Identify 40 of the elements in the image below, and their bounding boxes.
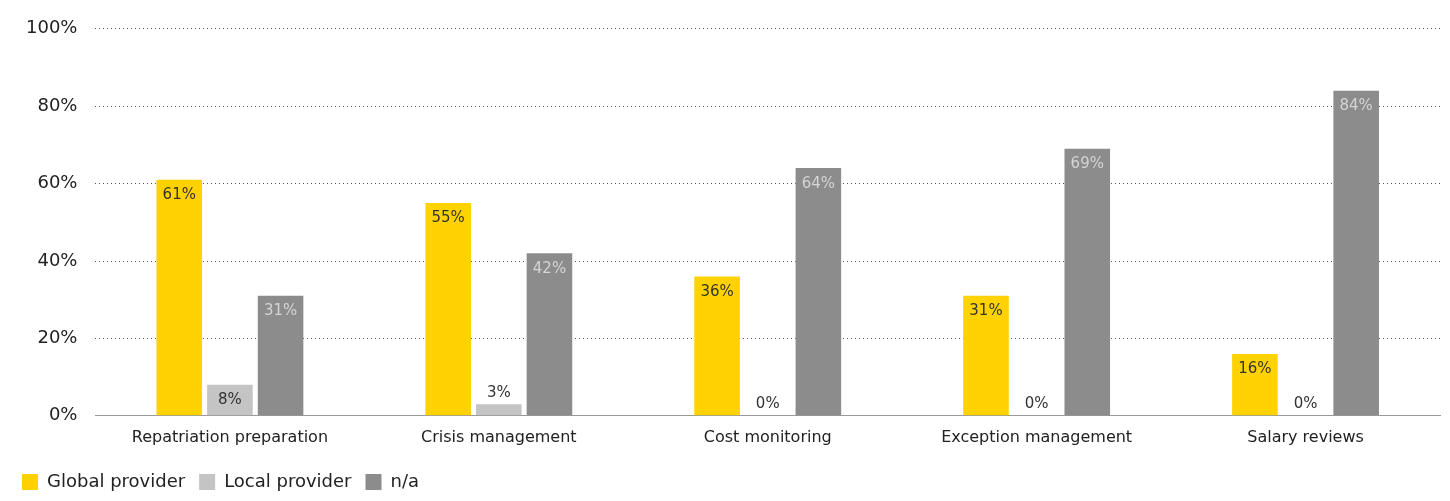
x-tick-label: Repatriation preparation <box>131 426 329 446</box>
data-label: 84% <box>1339 96 1373 115</box>
y-tick-label: 60% <box>37 171 78 193</box>
y-tick-label: 0% <box>48 403 78 425</box>
x-tick-label: Crisis management <box>421 426 577 446</box>
bar <box>156 179 203 416</box>
data-label: 61% <box>162 185 196 204</box>
data-label: 3% <box>486 382 511 401</box>
bar <box>425 202 471 416</box>
data-label: 31% <box>263 301 298 320</box>
y-tick-label: 100% <box>25 16 78 38</box>
legend-label: n/a <box>390 469 420 491</box>
bar <box>1232 353 1278 416</box>
data-label: 8% <box>218 390 242 409</box>
bar <box>795 168 842 416</box>
y-tick-label: 20% <box>37 326 78 348</box>
bar <box>526 253 573 416</box>
bar <box>1333 90 1379 416</box>
data-label: 0% <box>755 394 780 413</box>
data-label: 31% <box>969 301 1003 320</box>
bar <box>963 295 1009 416</box>
data-label: 36% <box>700 281 734 300</box>
legend-label: Local provider <box>224 469 353 491</box>
data-label: 0% <box>1024 394 1049 413</box>
data-label: 0% <box>1293 394 1318 413</box>
x-tick-label: Exception management <box>941 426 1133 446</box>
data-label: 69% <box>1070 154 1104 173</box>
data-label: 16% <box>1238 359 1272 378</box>
data-label: 64% <box>801 173 836 192</box>
x-tick-label: Salary reviews <box>1247 426 1364 446</box>
bar <box>257 295 304 416</box>
legend-label: Global provider <box>47 469 186 491</box>
y-tick-label: 40% <box>37 248 78 270</box>
y-tick-label: 80% <box>37 93 78 115</box>
x-tick-label: Cost monitoring <box>703 426 832 446</box>
bar <box>1064 148 1111 416</box>
bar <box>694 276 740 416</box>
bar <box>476 404 522 416</box>
data-label: 55% <box>431 208 465 227</box>
data-label: 42% <box>532 258 567 277</box>
